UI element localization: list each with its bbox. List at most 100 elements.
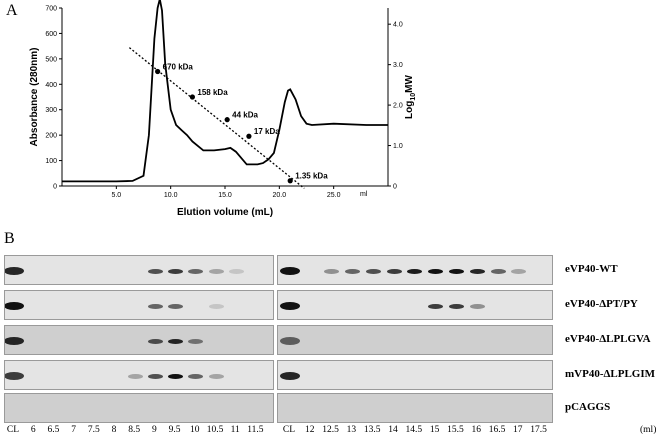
y2-tick-label-3: 3.0 — [393, 62, 403, 69]
y-axis-title: Absorbance (280nm) — [29, 48, 40, 147]
standard-point-0 — [155, 68, 161, 75]
lane-label-right-0: CL — [282, 425, 296, 435]
blot-strip-right-0 — [277, 255, 553, 285]
blot-row-label-0: eVP40-WT — [565, 263, 618, 275]
band-right-0-14 — [386, 268, 402, 274]
band-left-0-9.5 — [168, 268, 184, 274]
lane-label-left-4: 7.5 — [87, 425, 100, 435]
lane-label-right-11: 17 — [513, 425, 523, 435]
x-tick-label-1: 10.0 — [164, 192, 178, 199]
y2-axis-title: Log10MW — [404, 74, 417, 118]
band-left-2-CL — [5, 337, 24, 345]
blot-strip-right-2 — [277, 325, 553, 355]
band-left-0-10 — [188, 268, 204, 274]
x-tick-label-4: 25.0 — [327, 192, 341, 199]
blot-strip-right-1 — [277, 290, 553, 320]
band-left-3-CL — [5, 372, 24, 380]
x-tick-label-3: 20.0 — [273, 192, 287, 199]
standard-point-2 — [224, 117, 230, 123]
band-right-0-13 — [344, 268, 360, 274]
y-tick-label-5: 500 — [45, 56, 57, 63]
y-tick-label-3: 300 — [45, 107, 57, 114]
band-right-0-17 — [511, 268, 527, 274]
blot-strip-left-2 — [4, 325, 274, 355]
band-right-2-CL — [280, 337, 300, 345]
x-tick-label-0: 5.0 — [111, 192, 121, 199]
x-axis-title: Elution volume (mL) — [177, 207, 273, 218]
standard-point-3 — [246, 133, 252, 139]
blot-row-label-1: eVP40-ΔPT/PY — [565, 298, 638, 310]
band-right-1-CL — [280, 302, 300, 310]
blot-strip-left-1 — [4, 290, 274, 320]
standard-label-2: 44 kDa — [232, 111, 258, 120]
y-tick-label-4: 400 — [45, 82, 57, 89]
standard-label-1: 158 kDa — [197, 88, 228, 97]
band-left-1-CL — [5, 302, 24, 310]
lane-label-right-6: 14.5 — [405, 425, 423, 435]
x-tick-label-2: 15.0 — [218, 192, 232, 199]
band-left-0-CL — [5, 267, 24, 275]
lane-label-right-5: 14 — [388, 425, 398, 435]
lane-label-left-8: 9.5 — [168, 425, 181, 435]
band-left-0-10.5 — [208, 268, 224, 274]
standard-label-3: 17 kDa — [254, 127, 280, 136]
band-left-1-9.5 — [168, 303, 184, 309]
band-left-0-11 — [228, 268, 244, 274]
band-right-0-16 — [469, 268, 485, 274]
band-left-3-10 — [188, 373, 204, 379]
blot-strip-right-4 — [277, 393, 553, 423]
calibration-line — [128, 47, 305, 189]
band-right-0-14.5 — [407, 268, 423, 274]
band-left-2-9 — [147, 338, 163, 344]
band-left-2-9.5 — [168, 338, 184, 344]
elution-chart: Elution volume (mL) Absorbance (280nm) m… — [29, 0, 417, 218]
band-left-3-10.5 — [208, 373, 224, 379]
band-right-3-CL — [280, 372, 300, 380]
lane-label-right-8: 15.5 — [447, 425, 464, 435]
lane-label-right-9: 16 — [471, 425, 481, 435]
y-tick-label-6: 600 — [45, 31, 57, 38]
lane-label-right-10: 16.5 — [488, 425, 506, 435]
band-right-0-16.5 — [490, 268, 506, 274]
blot-strip-left-0 — [4, 255, 274, 285]
band-right-0-CL — [280, 267, 300, 275]
y-tick-label-0: 0 — [53, 184, 57, 191]
band-right-0-15.5 — [448, 268, 464, 274]
band-left-3-9 — [147, 373, 163, 379]
panel-a-label: A — [6, 2, 18, 19]
lane-label-right-1: 12 — [305, 425, 315, 435]
lane-label-left-11: 11 — [230, 425, 240, 435]
band-left-3-8.5 — [127, 373, 143, 379]
panel-b-label: B — [4, 230, 15, 247]
lane-label-right-4: 13.5 — [363, 425, 381, 435]
lane-label-right-3: 13 — [346, 425, 357, 435]
lane-label-left-3: 7 — [71, 425, 76, 435]
lane-label-right-7: 15 — [429, 425, 440, 435]
lane-label-left-1: 6 — [30, 425, 36, 435]
blot-row-label-2: eVP40-ΔLPLGVA — [565, 333, 651, 345]
standard-point-1 — [189, 94, 195, 100]
band-left-3-9.5 — [168, 373, 184, 379]
y2-tick-label-4: 4.0 — [393, 22, 403, 29]
blot-row-label-3: mVP40-ΔLPLGIM — [565, 368, 655, 380]
series-absorbance-line — [62, 0, 388, 183]
band-right-0-12.5 — [324, 268, 340, 274]
band-right-1-15.5 — [448, 303, 464, 309]
band-left-0-9 — [147, 268, 163, 274]
y-tick-label-1: 100 — [45, 158, 57, 165]
blot-strip-left-3 — [4, 360, 274, 390]
blot-row-label-4: pCAGGS — [565, 401, 611, 413]
lane-label-right-2: 12.5 — [322, 425, 339, 435]
y-tick-label-7: 700 — [45, 6, 57, 13]
band-left-1-10.5 — [208, 303, 224, 309]
lane-label-left-9: 10 — [190, 425, 200, 435]
blot-strip-left-4 — [4, 393, 274, 423]
lane-label-left-2: 6.5 — [47, 425, 60, 435]
band-right-0-15 — [428, 268, 444, 274]
svg-text:Log10MW: Log10MW — [404, 74, 417, 118]
lane-label-left-7: 9 — [152, 425, 157, 435]
band-right-1-15 — [428, 303, 444, 309]
band-right-1-16 — [469, 303, 485, 309]
lane-label-right-12: 17.5 — [530, 425, 547, 435]
lane-label-left-10: 10.5 — [206, 425, 224, 435]
